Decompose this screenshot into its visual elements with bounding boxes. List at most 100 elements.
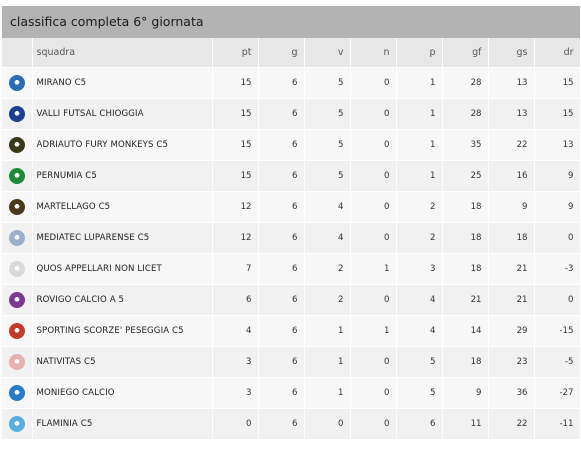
team-logo-cell — [2, 346, 33, 378]
cell-dr: 13 — [534, 129, 581, 161]
cell-v: 1 — [304, 315, 351, 347]
cell-gf: 28 — [442, 98, 489, 130]
cell-p: 5 — [396, 377, 443, 409]
cell-pt: 0 — [212, 408, 259, 440]
fury-monkeys-crest-icon — [8, 136, 25, 153]
cell-gs: 23 — [488, 346, 535, 378]
table-row: NATIVITAS C5 3 6 1 0 5 18 23 -5 — [2, 346, 581, 378]
header-v: v — [304, 38, 351, 68]
table-row: MEDIATEC LUPARENSE C5 12 6 4 0 2 18 18 0 — [2, 222, 581, 254]
team-logo-cell — [2, 160, 33, 192]
cell-g: 6 — [258, 98, 305, 130]
cell-gs: 16 — [488, 160, 535, 192]
cell-gf: 18 — [442, 253, 489, 285]
valli-crest-icon — [8, 105, 25, 122]
cell-pt: 15 — [212, 129, 259, 161]
cell-v: 0 — [304, 408, 351, 440]
cell-gf: 28 — [442, 67, 489, 99]
cell-p: 5 — [396, 346, 443, 378]
team-name: QUOS APPELLARI NON LICET — [32, 253, 213, 285]
table-header-row: squadra pt g v n p gf gs dr — [2, 38, 581, 68]
cell-pt: 12 — [212, 222, 259, 254]
table-row: MONIEGO CALCIO 3 6 1 0 5 9 36 -27 — [2, 377, 581, 409]
cell-g: 6 — [258, 346, 305, 378]
cell-p: 6 — [396, 408, 443, 440]
cell-g: 6 — [258, 222, 305, 254]
cell-n: 0 — [350, 284, 397, 316]
cell-pt: 4 — [212, 315, 259, 347]
cell-p: 1 — [396, 67, 443, 99]
cell-pt: 15 — [212, 67, 259, 99]
cell-gf: 18 — [442, 191, 489, 223]
cell-v: 5 — [304, 160, 351, 192]
cell-p: 1 — [396, 160, 443, 192]
table-row: PERNUMIA C5 15 6 5 0 1 25 16 9 — [2, 160, 581, 192]
cell-v: 4 — [304, 222, 351, 254]
cell-p: 1 — [396, 129, 443, 161]
cell-gs: 22 — [488, 129, 535, 161]
moniego-crest-icon — [8, 384, 25, 401]
cell-p: 1 — [396, 98, 443, 130]
cell-v: 5 — [304, 98, 351, 130]
cell-v: 2 — [304, 284, 351, 316]
cell-dr: 15 — [534, 67, 581, 99]
cell-gf: 11 — [442, 408, 489, 440]
team-name: ADRIAUTO FURY MONKEYS C5 — [32, 129, 213, 161]
team-logo-cell — [2, 408, 33, 440]
team-name: FLAMINIA C5 — [32, 408, 213, 440]
cell-n: 0 — [350, 160, 397, 192]
cell-p: 4 — [396, 284, 443, 316]
table-row: SPORTING SCORZE' PESEGGIA C5 4 6 1 1 4 14 29 -15 — [2, 315, 581, 347]
cell-pt: 3 — [212, 377, 259, 409]
cell-dr: 9 — [534, 191, 581, 223]
cell-g: 6 — [258, 284, 305, 316]
team-name: NATIVITAS C5 — [32, 346, 213, 378]
cell-p: 2 — [396, 222, 443, 254]
cell-dr: 0 — [534, 284, 581, 316]
team-logo-cell — [2, 315, 33, 347]
team-name: MONIEGO CALCIO — [32, 377, 213, 409]
cell-n: 0 — [350, 98, 397, 130]
cell-n: 0 — [350, 67, 397, 99]
cell-gf: 14 — [442, 315, 489, 347]
table-row: MARTELLAGO C5 12 6 4 0 2 18 9 9 — [2, 191, 581, 223]
cell-v: 5 — [304, 67, 351, 99]
team-name: PERNUMIA C5 — [32, 160, 213, 192]
team-logo-cell — [2, 191, 33, 223]
team-name: VALLI FUTSAL CHIOGGIA — [32, 98, 213, 130]
cell-g: 6 — [258, 408, 305, 440]
cell-g: 6 — [258, 129, 305, 161]
table-row: VALLI FUTSAL CHIOGGIA 15 6 5 0 1 28 13 15 — [2, 98, 581, 130]
cell-dr: -15 — [534, 315, 581, 347]
flaminia-crest-icon — [8, 415, 25, 432]
header-pt: pt — [212, 38, 259, 68]
cell-dr: 15 — [534, 98, 581, 130]
table-row: QUOS APPELLARI NON LICET 7 6 2 1 3 18 21 -3 — [2, 253, 581, 285]
cell-g: 6 — [258, 160, 305, 192]
header-gf: gf — [442, 38, 489, 68]
header-team: squadra — [32, 38, 213, 68]
cell-gs: 21 — [488, 284, 535, 316]
cell-pt: 6 — [212, 284, 259, 316]
standings-widget: classifica completa 6° giornata squadra … — [2, 6, 581, 440]
table-row: MIRANO C5 15 6 5 0 1 28 13 15 — [2, 67, 581, 99]
mirano-crest-icon — [8, 74, 25, 91]
header-p: p — [396, 38, 443, 68]
header-logo — [2, 38, 33, 68]
cell-dr: -3 — [534, 253, 581, 285]
cell-pt: 7 — [212, 253, 259, 285]
team-logo-cell — [2, 67, 33, 99]
team-name: SPORTING SCORZE' PESEGGIA C5 — [32, 315, 213, 347]
cell-n: 0 — [350, 191, 397, 223]
table-row: FLAMINIA C5 0 6 0 0 6 11 22 -11 — [2, 408, 581, 440]
cell-v: 1 — [304, 377, 351, 409]
cell-g: 6 — [258, 191, 305, 223]
sporting-crest-icon — [8, 322, 25, 339]
cell-n: 1 — [350, 253, 397, 285]
pernumia-crest-icon — [8, 167, 25, 184]
cell-pt: 15 — [212, 160, 259, 192]
header-dr: dr — [534, 38, 581, 68]
rovigo-crest-icon — [8, 291, 25, 308]
team-logo-cell — [2, 129, 33, 161]
team-logo-cell — [2, 377, 33, 409]
